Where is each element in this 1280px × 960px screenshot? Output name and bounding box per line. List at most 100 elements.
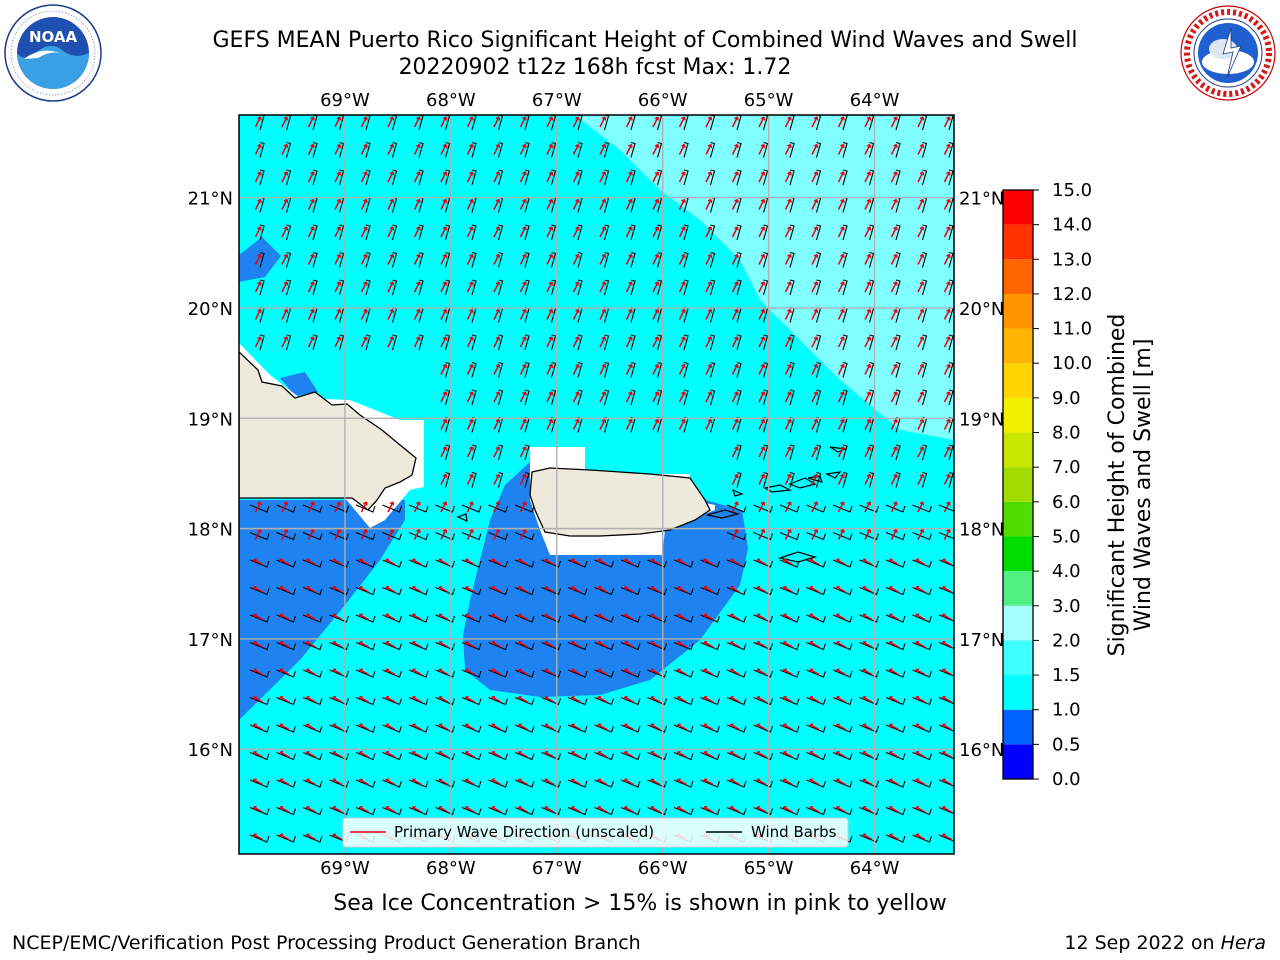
- map-subtitle: 20220902 t12z 168h fcst Max: 1.72: [398, 55, 792, 80]
- vector-glyph: [678, 224, 689, 241]
- colorbar-frame: [1002, 189, 1034, 780]
- noaa-logo: NOAA: [4, 4, 102, 102]
- vector-glyph: [594, 613, 615, 623]
- colorbar-segment: [1003, 328, 1033, 364]
- vector-glyph: [329, 805, 350, 816]
- vector-glyph: [387, 224, 398, 241]
- vector-glyph: [700, 558, 721, 568]
- vector-glyph: [673, 558, 694, 568]
- vector-glyph: [488, 528, 509, 541]
- vector-glyph: [355, 501, 376, 513]
- vector-glyph: [382, 778, 403, 788]
- vector-glyph: [753, 613, 774, 623]
- vector-glyph: [912, 585, 933, 596]
- vector-glyph: [912, 778, 933, 788]
- vector-glyph: [461, 695, 482, 706]
- vector-glyph: [355, 640, 376, 651]
- vector-glyph: [329, 668, 350, 678]
- colorbar-segment: [1003, 259, 1033, 294]
- vector-glyph: [514, 668, 535, 678]
- vector-glyph: [832, 805, 853, 816]
- vector-glyph: [917, 389, 928, 406]
- vector-glyph: [705, 251, 716, 268]
- vector-glyph: [943, 444, 954, 461]
- vector-glyph: [382, 695, 403, 706]
- vector-glyph: [572, 169, 583, 186]
- vector-glyph: [620, 613, 641, 623]
- vector-glyph: [519, 389, 530, 406]
- vector-glyph: [832, 778, 853, 788]
- vector-glyph: [249, 778, 270, 788]
- vector-glyph: [435, 778, 456, 788]
- lat-labels-right: 21°N 20°N 19°N 18°N 17°N 16°N: [959, 189, 1004, 761]
- vector-glyph: [413, 169, 424, 186]
- lon-tick-label: 67°W: [532, 858, 582, 879]
- vector-glyph: [620, 668, 641, 678]
- lon-tick-label: 66°W: [638, 858, 688, 879]
- colorbar-segment: [1003, 744, 1033, 779]
- colorbar-tick-label: 8.0: [1052, 423, 1081, 444]
- vector-glyph: [307, 169, 318, 186]
- vector-glyph: [864, 361, 875, 378]
- vector-glyph: [938, 585, 954, 595]
- vector-glyph: [461, 805, 482, 816]
- colorbar-tick-label: 7.0: [1052, 457, 1081, 478]
- vector-glyph: [302, 778, 323, 788]
- vector-glyph: [307, 224, 318, 241]
- vector-glyph: [726, 695, 747, 706]
- vector-glyph: [254, 251, 265, 268]
- vector-glyph: [302, 613, 323, 623]
- vector-glyph: [519, 444, 530, 461]
- vector-glyph: [625, 224, 636, 241]
- vector-glyph: [408, 528, 429, 541]
- vector-glyph: [493, 251, 504, 268]
- vector-glyph: [281, 251, 292, 268]
- vector-glyph: [832, 501, 853, 513]
- vector-glyph: [806, 723, 827, 733]
- vector-glyph: [572, 334, 583, 351]
- colorbar-segment: [1003, 467, 1033, 502]
- vector-glyph: [938, 558, 954, 567]
- vector-glyph: [567, 613, 588, 623]
- vector-glyph: [938, 750, 954, 760]
- vector-glyph: [594, 585, 615, 596]
- sea-ice-note: Sea Ice Concentration > 15% is shown in …: [333, 891, 947, 916]
- vector-glyph: [726, 723, 747, 733]
- vector-glyph: [753, 695, 774, 706]
- vector-glyph: [382, 558, 403, 568]
- vector-glyph: [673, 640, 694, 651]
- vector-glyph: [832, 695, 853, 706]
- vector-glyph: [678, 361, 689, 378]
- legend-wave-label: Primary Wave Direction (unscaled): [394, 823, 654, 841]
- vector-glyph: [806, 778, 827, 788]
- vector-glyph: [408, 750, 429, 761]
- vector-glyph: [360, 251, 371, 268]
- vector-glyph: [276, 833, 297, 843]
- vector-glyph: [917, 279, 928, 296]
- vector-glyph: [859, 833, 880, 843]
- vector-glyph: [514, 585, 535, 596]
- vector-glyph: [784, 361, 795, 378]
- vector-glyph: [753, 585, 774, 596]
- lon-tick-label: 69°W: [320, 858, 370, 879]
- vector-glyph: [329, 778, 350, 788]
- vector-glyph: [700, 750, 721, 761]
- vector-glyph: [413, 334, 424, 351]
- vector-glyph: [440, 471, 451, 488]
- vector-glyph: [541, 558, 562, 568]
- vector-glyph: [647, 695, 668, 706]
- lon-tick-label: 66°W: [638, 90, 688, 111]
- vector-glyph: [329, 585, 350, 596]
- vector-glyph: [647, 668, 668, 678]
- vector-glyph: [302, 833, 323, 843]
- vector-glyph: [387, 279, 398, 296]
- vector-glyph: [678, 251, 689, 268]
- vector-glyph: [488, 805, 509, 816]
- vector-glyph: [885, 528, 906, 541]
- vector-glyph: [859, 723, 880, 733]
- vector-glyph: [705, 334, 716, 351]
- colorbar-tick-label: 0.5: [1052, 734, 1081, 755]
- vector-glyph: [859, 528, 880, 541]
- lat-tick-label: 21°N: [959, 189, 1004, 210]
- lat-tick-label: 19°N: [959, 409, 1004, 430]
